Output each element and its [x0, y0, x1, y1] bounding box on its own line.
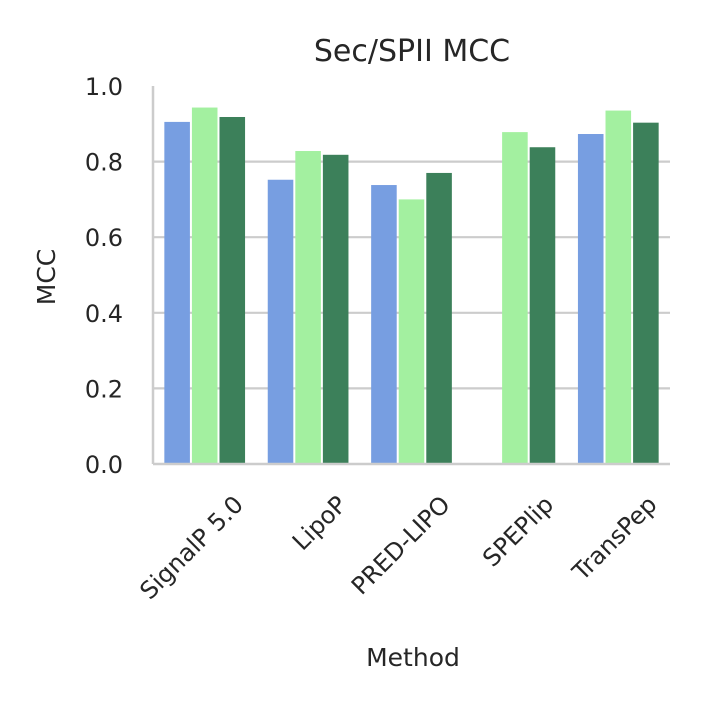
chart-title: Sec/SPII MCC [314, 34, 510, 69]
y-axis-label: MCC [32, 249, 61, 305]
bar [219, 116, 246, 464]
bar [502, 132, 528, 464]
x-tick-label: LipoP [287, 490, 352, 555]
bar [191, 107, 218, 465]
x-tick-label: SPEPlip [477, 490, 559, 572]
bar [577, 134, 604, 465]
bar [371, 185, 397, 464]
bar [633, 122, 659, 464]
bar [322, 154, 349, 464]
bar [398, 199, 425, 464]
bar [605, 110, 632, 464]
axes [151, 86, 670, 466]
y-tick-labels: 0.0 0.2 0.4 0.6 0.8 1.0 [85, 73, 123, 479]
y-tick-label: 0.6 [85, 224, 123, 252]
bar [295, 151, 321, 465]
x-tick-label: TransPep [566, 490, 662, 586]
x-tick-label: PRED-LIPO [346, 490, 456, 600]
bar [164, 121, 190, 464]
bars [164, 107, 659, 465]
bar [426, 172, 452, 464]
x-tick-label: SignalP 5.0 [134, 490, 249, 605]
bar [267, 179, 294, 464]
y-tick-label: 0.4 [85, 300, 123, 328]
y-tick-label: 1.0 [85, 73, 123, 101]
y-tick-label: 0.0 [85, 451, 123, 479]
y-tick-label: 0.8 [85, 149, 123, 177]
bar [529, 147, 556, 464]
y-tick-label: 0.2 [85, 375, 123, 403]
x-axis-label: Method [366, 643, 460, 672]
